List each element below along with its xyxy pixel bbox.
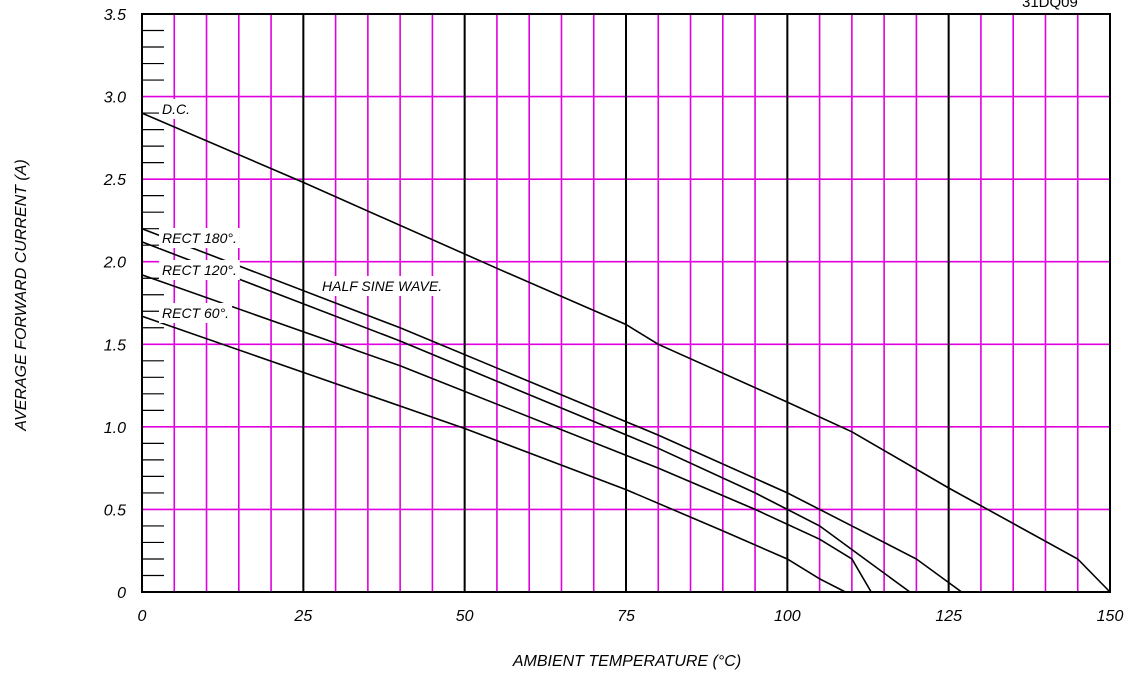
curve-1 <box>141 227 963 593</box>
tick-labels: 0 25 50 75 100 125 150 0 0.5 1.0 1.5 2.0 2.5 3.0 3.5 <box>103 7 1124 625</box>
y-tick-label: 3.0 <box>104 90 126 107</box>
curve-label-background <box>159 303 233 323</box>
curve-label-background <box>159 99 193 119</box>
curve-label-1: RECT 180°. <box>162 230 237 246</box>
curves <box>141 112 1111 593</box>
x-tick-label: 150 <box>1097 608 1124 625</box>
x-tick-label: 25 <box>293 608 312 625</box>
y-tick-label: 2.0 <box>103 255 126 272</box>
curve-2 <box>141 241 911 593</box>
y-tick-label: 1.0 <box>104 420 126 437</box>
curve-label-0: D.C. <box>162 101 190 117</box>
x-tick-label: 100 <box>774 608 801 625</box>
curve-label-background <box>159 228 240 248</box>
x-tick-label: 50 <box>456 608 474 625</box>
y-axis-title: AVERAGE FORWARD CURRENT (A) <box>13 159 30 431</box>
curve-label-3: HALF SINE WAVE. <box>322 278 442 294</box>
curve-4 <box>141 315 846 593</box>
y-tick-label: 0.5 <box>104 502 126 519</box>
x-tick-label: 75 <box>617 608 635 625</box>
y-tick-label: 1.5 <box>104 337 126 354</box>
curve-label-4: RECT 60°. <box>162 305 229 321</box>
grid <box>141 13 1111 593</box>
curve-0 <box>141 112 1111 593</box>
x-axis-title: AMBIENT TEMPERATURE (°C) <box>512 653 741 670</box>
curve-labels: D.C. RECT 180°. RECT 120°. HALF SINE WAVE. R… <box>159 99 446 323</box>
curve-label-background <box>319 276 446 296</box>
curve-3 <box>141 274 872 593</box>
y-tick-label: 0 <box>117 585 126 602</box>
x-tick-label: 0 <box>138 608 147 625</box>
curve-label-background <box>159 260 240 280</box>
curve-label-2: RECT 120°. <box>162 262 237 278</box>
y-tick-label: 2.5 <box>103 172 126 189</box>
part-number-label: 31DQ09 <box>1022 0 1078 11</box>
plot-frame <box>141 13 1111 593</box>
y-tick-label: 3.5 <box>104 7 126 24</box>
x-tick-label: 125 <box>935 608 962 625</box>
